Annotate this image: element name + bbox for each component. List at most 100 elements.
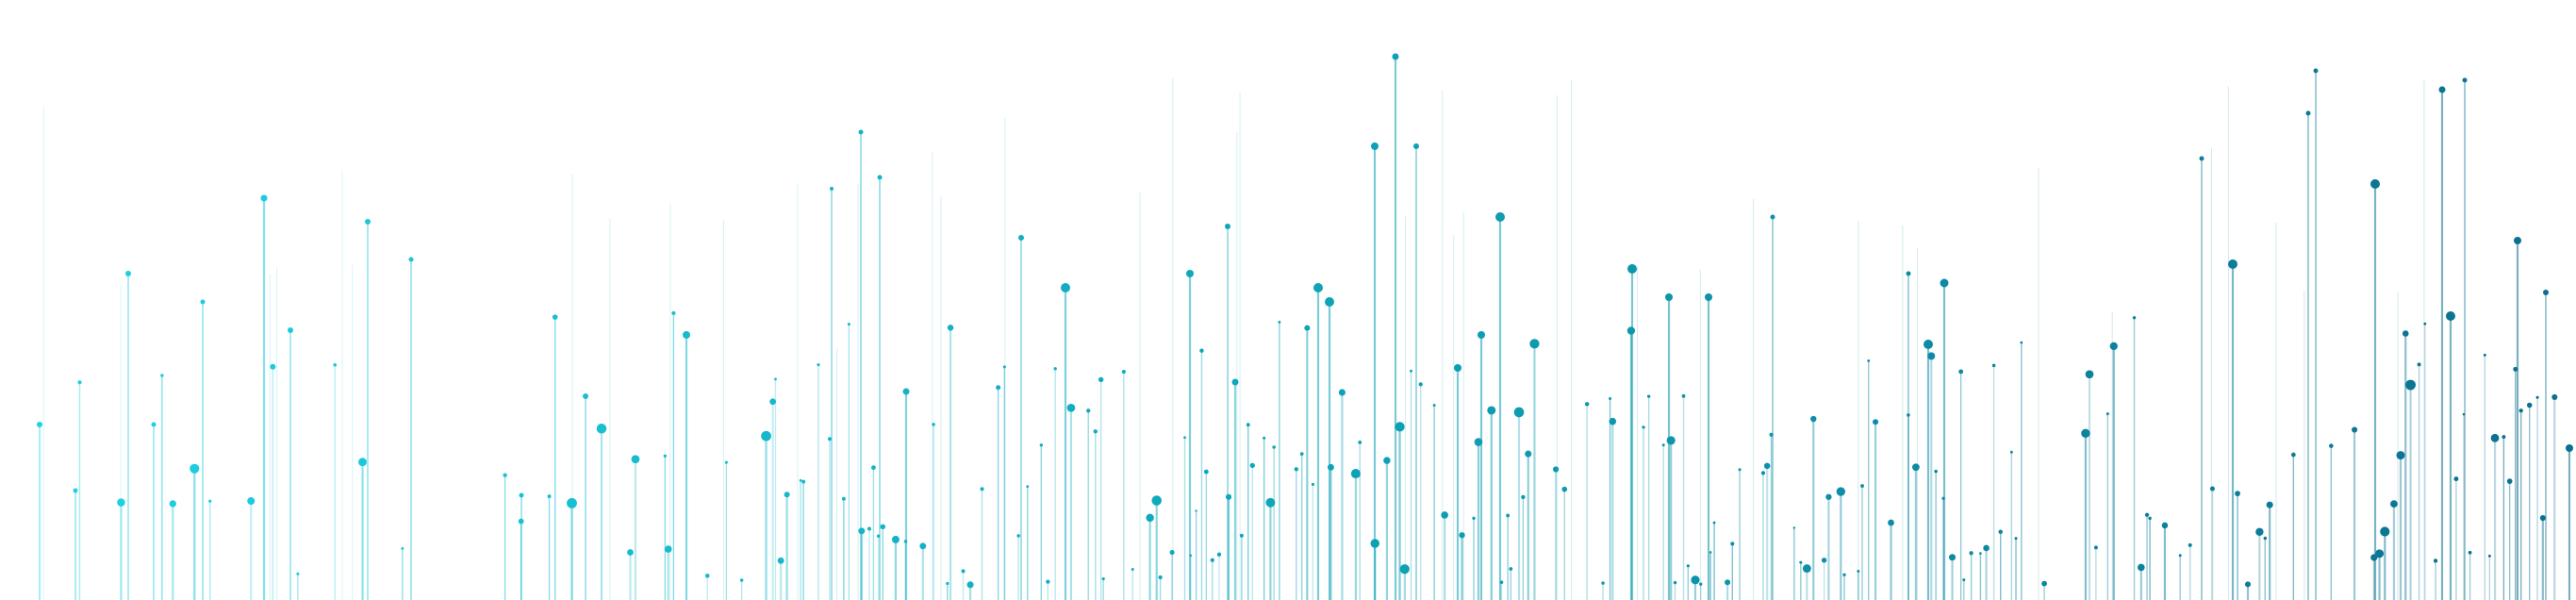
spike-dot <box>2305 110 2311 116</box>
spike-dot <box>1609 396 1612 400</box>
spike-dot <box>2417 362 2421 367</box>
spike-dot <box>1730 542 1735 546</box>
spike-dot <box>77 380 82 385</box>
spike-dot <box>1969 551 1973 556</box>
spike-dot <box>1934 469 1938 474</box>
spike-dot <box>2235 491 2240 497</box>
spike-dot <box>1867 358 1871 362</box>
spike-dot <box>2266 501 2273 508</box>
spike-dot <box>870 465 876 471</box>
spike-dot <box>2313 68 2319 74</box>
spike-dot <box>1705 293 1712 301</box>
spike-dot <box>769 398 776 406</box>
spike-dot <box>827 437 832 442</box>
spike-dot <box>1121 369 1126 375</box>
spike-dot <box>1151 495 1162 506</box>
spike-dot <box>503 473 507 477</box>
spike-dot <box>2228 259 2237 269</box>
spike-dot <box>296 572 300 575</box>
spike-dot <box>876 534 881 538</box>
spike-dot <box>1860 484 1864 488</box>
spike-dot <box>2535 395 2539 399</box>
spike-dot <box>858 129 864 135</box>
spike-dot <box>2138 563 2145 572</box>
spike-dot <box>947 325 954 331</box>
spike-dot <box>1802 564 1811 574</box>
spike-dot <box>777 557 784 564</box>
spike-dot <box>1941 496 1945 500</box>
spike-dot <box>37 422 42 427</box>
spike-dot <box>671 310 676 316</box>
spike-dot <box>1495 212 1505 222</box>
spike-dot <box>1299 452 1304 457</box>
spike-dot <box>160 374 164 377</box>
spike-dot <box>519 492 524 498</box>
spike-dot <box>518 518 524 525</box>
spike-dot <box>1825 493 1832 500</box>
spike-dot <box>1053 367 1057 371</box>
spike-dot <box>1046 579 1050 584</box>
spike-dot <box>1158 575 1163 580</box>
spike-dot <box>2423 322 2427 325</box>
spike-dot <box>1906 271 1911 276</box>
spike-dot <box>2502 435 2506 440</box>
spike-dot <box>1763 462 1771 470</box>
spike-dot <box>1561 486 1568 492</box>
spike-dot <box>365 219 371 225</box>
spike-dot <box>2161 522 2169 529</box>
spike-dot <box>1432 404 1436 408</box>
spike-dot <box>2370 179 2380 189</box>
spike-dot <box>2009 450 2013 454</box>
spike-dot <box>1962 578 1966 582</box>
spike-dot <box>1940 278 1949 288</box>
spike-dot <box>2255 527 2264 536</box>
spike-dot <box>946 581 949 586</box>
spike-dot <box>1216 552 1222 557</box>
spike-dot <box>2468 550 2472 555</box>
spike-dot <box>2375 549 2385 558</box>
spike-dot <box>1506 513 1511 518</box>
spike-dot <box>151 422 157 427</box>
spike-dot <box>2109 342 2118 351</box>
spike-dot <box>784 492 790 498</box>
spike-dot <box>1760 471 1766 475</box>
spike-dot <box>333 362 338 367</box>
spike-dot <box>1927 352 1936 360</box>
spike-dot <box>1686 564 1690 568</box>
spike-dot <box>1086 408 1091 413</box>
spike-dot <box>1661 443 1665 447</box>
spike-dot <box>1016 534 1020 538</box>
spike-dot <box>2462 77 2468 83</box>
spike-dot <box>1371 142 1379 150</box>
spike-dot <box>1911 463 1920 472</box>
spike-dot <box>1991 363 1996 368</box>
spike-dot <box>1225 493 1232 500</box>
spike-dot <box>877 175 883 180</box>
spike-dot <box>1725 579 1731 586</box>
spike-dot <box>1472 516 1476 520</box>
spike-dot <box>1441 511 1448 519</box>
spike-dot <box>1231 378 1239 386</box>
spike-dot <box>1948 554 1957 561</box>
spike-dot <box>2539 515 2546 522</box>
spike-dot <box>2199 156 2204 161</box>
spike-dot <box>1066 403 1076 412</box>
spike-dot <box>2370 554 2378 561</box>
spike-dot <box>596 424 607 434</box>
spike-dot <box>2020 341 2023 344</box>
spike-dot <box>1338 389 1346 396</box>
spike-dot <box>1709 551 1712 554</box>
spike-dot <box>1509 567 1513 571</box>
spike-dot <box>401 546 405 550</box>
spike-dot <box>1131 567 1134 571</box>
spike-dot <box>1998 529 2003 535</box>
spike-dot <box>1552 466 1560 473</box>
spike-dot <box>408 257 414 262</box>
spike-dot <box>1873 419 1879 425</box>
spike-dot <box>1474 438 1483 446</box>
spike-dot <box>2513 366 2518 372</box>
spike-dot <box>2543 290 2549 295</box>
spike-dot <box>1325 297 1334 307</box>
spike-dot <box>891 535 900 543</box>
spike-dot <box>1210 558 1214 562</box>
